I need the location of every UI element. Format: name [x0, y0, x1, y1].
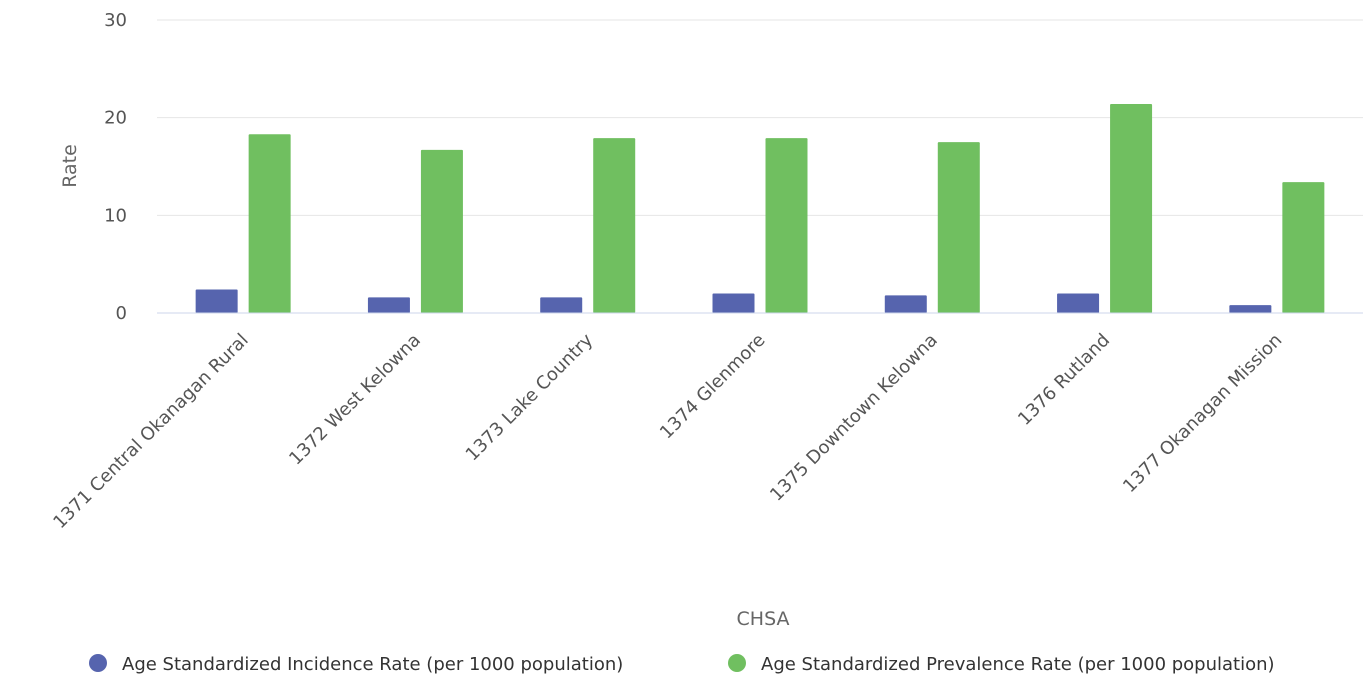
- y-tick-label: 0: [116, 303, 127, 324]
- x-axis-title: CHSA: [737, 608, 790, 630]
- x-tick-label: 1374 Glenmore: [656, 330, 770, 444]
- legend-marker: [728, 654, 746, 672]
- x-tick-label: 1376 Rutland: [1014, 330, 1114, 430]
- bar[interactable]: [765, 138, 808, 313]
- y-axis-title: Rate: [59, 144, 81, 188]
- bar[interactable]: [195, 289, 238, 313]
- bar[interactable]: [937, 142, 980, 313]
- x-tick-label: 1373 Lake Country: [462, 329, 598, 465]
- bar[interactable]: [1282, 182, 1325, 313]
- x-tick-label: 1375 Downtown Kelowna: [766, 330, 942, 506]
- bar[interactable]: [540, 297, 583, 313]
- bar[interactable]: [712, 293, 755, 313]
- bar[interactable]: [1229, 305, 1272, 313]
- bar[interactable]: [884, 295, 927, 313]
- bar[interactable]: [1057, 293, 1100, 313]
- bar[interactable]: [593, 138, 636, 313]
- y-tick-label: 20: [104, 108, 127, 129]
- bar[interactable]: [420, 149, 463, 313]
- x-axis-ticks: 1371 Central Okanagan Rural 1372 West Kel…: [49, 329, 1286, 533]
- y-tick-label: 30: [104, 10, 127, 31]
- legend-item[interactable]: Age Standardized Prevalence Rate (per 10…: [728, 654, 1275, 675]
- bar[interactable]: [367, 297, 410, 313]
- x-tick-label: 1377 Okanagan Mission: [1119, 330, 1286, 497]
- legend-label: Age Standardized Prevalence Rate (per 10…: [761, 654, 1275, 675]
- bar[interactable]: [248, 134, 291, 313]
- bar[interactable]: [1110, 103, 1153, 313]
- bars: [195, 103, 1325, 313]
- legend: Age Standardized Incidence Rate (per 100…: [89, 654, 1275, 675]
- y-axis-ticks: 0 10 20 30: [104, 10, 127, 324]
- x-tick-label: 1372 West Kelowna: [285, 330, 425, 470]
- y-tick-label: 10: [104, 205, 127, 226]
- x-tick-label: 1371 Central Okanagan Rural: [49, 330, 252, 533]
- gridlines: [157, 19, 1363, 216]
- legend-item[interactable]: Age Standardized Incidence Rate (per 100…: [89, 654, 623, 675]
- legend-label: Age Standardized Incidence Rate (per 100…: [122, 654, 623, 675]
- legend-marker: [89, 654, 107, 672]
